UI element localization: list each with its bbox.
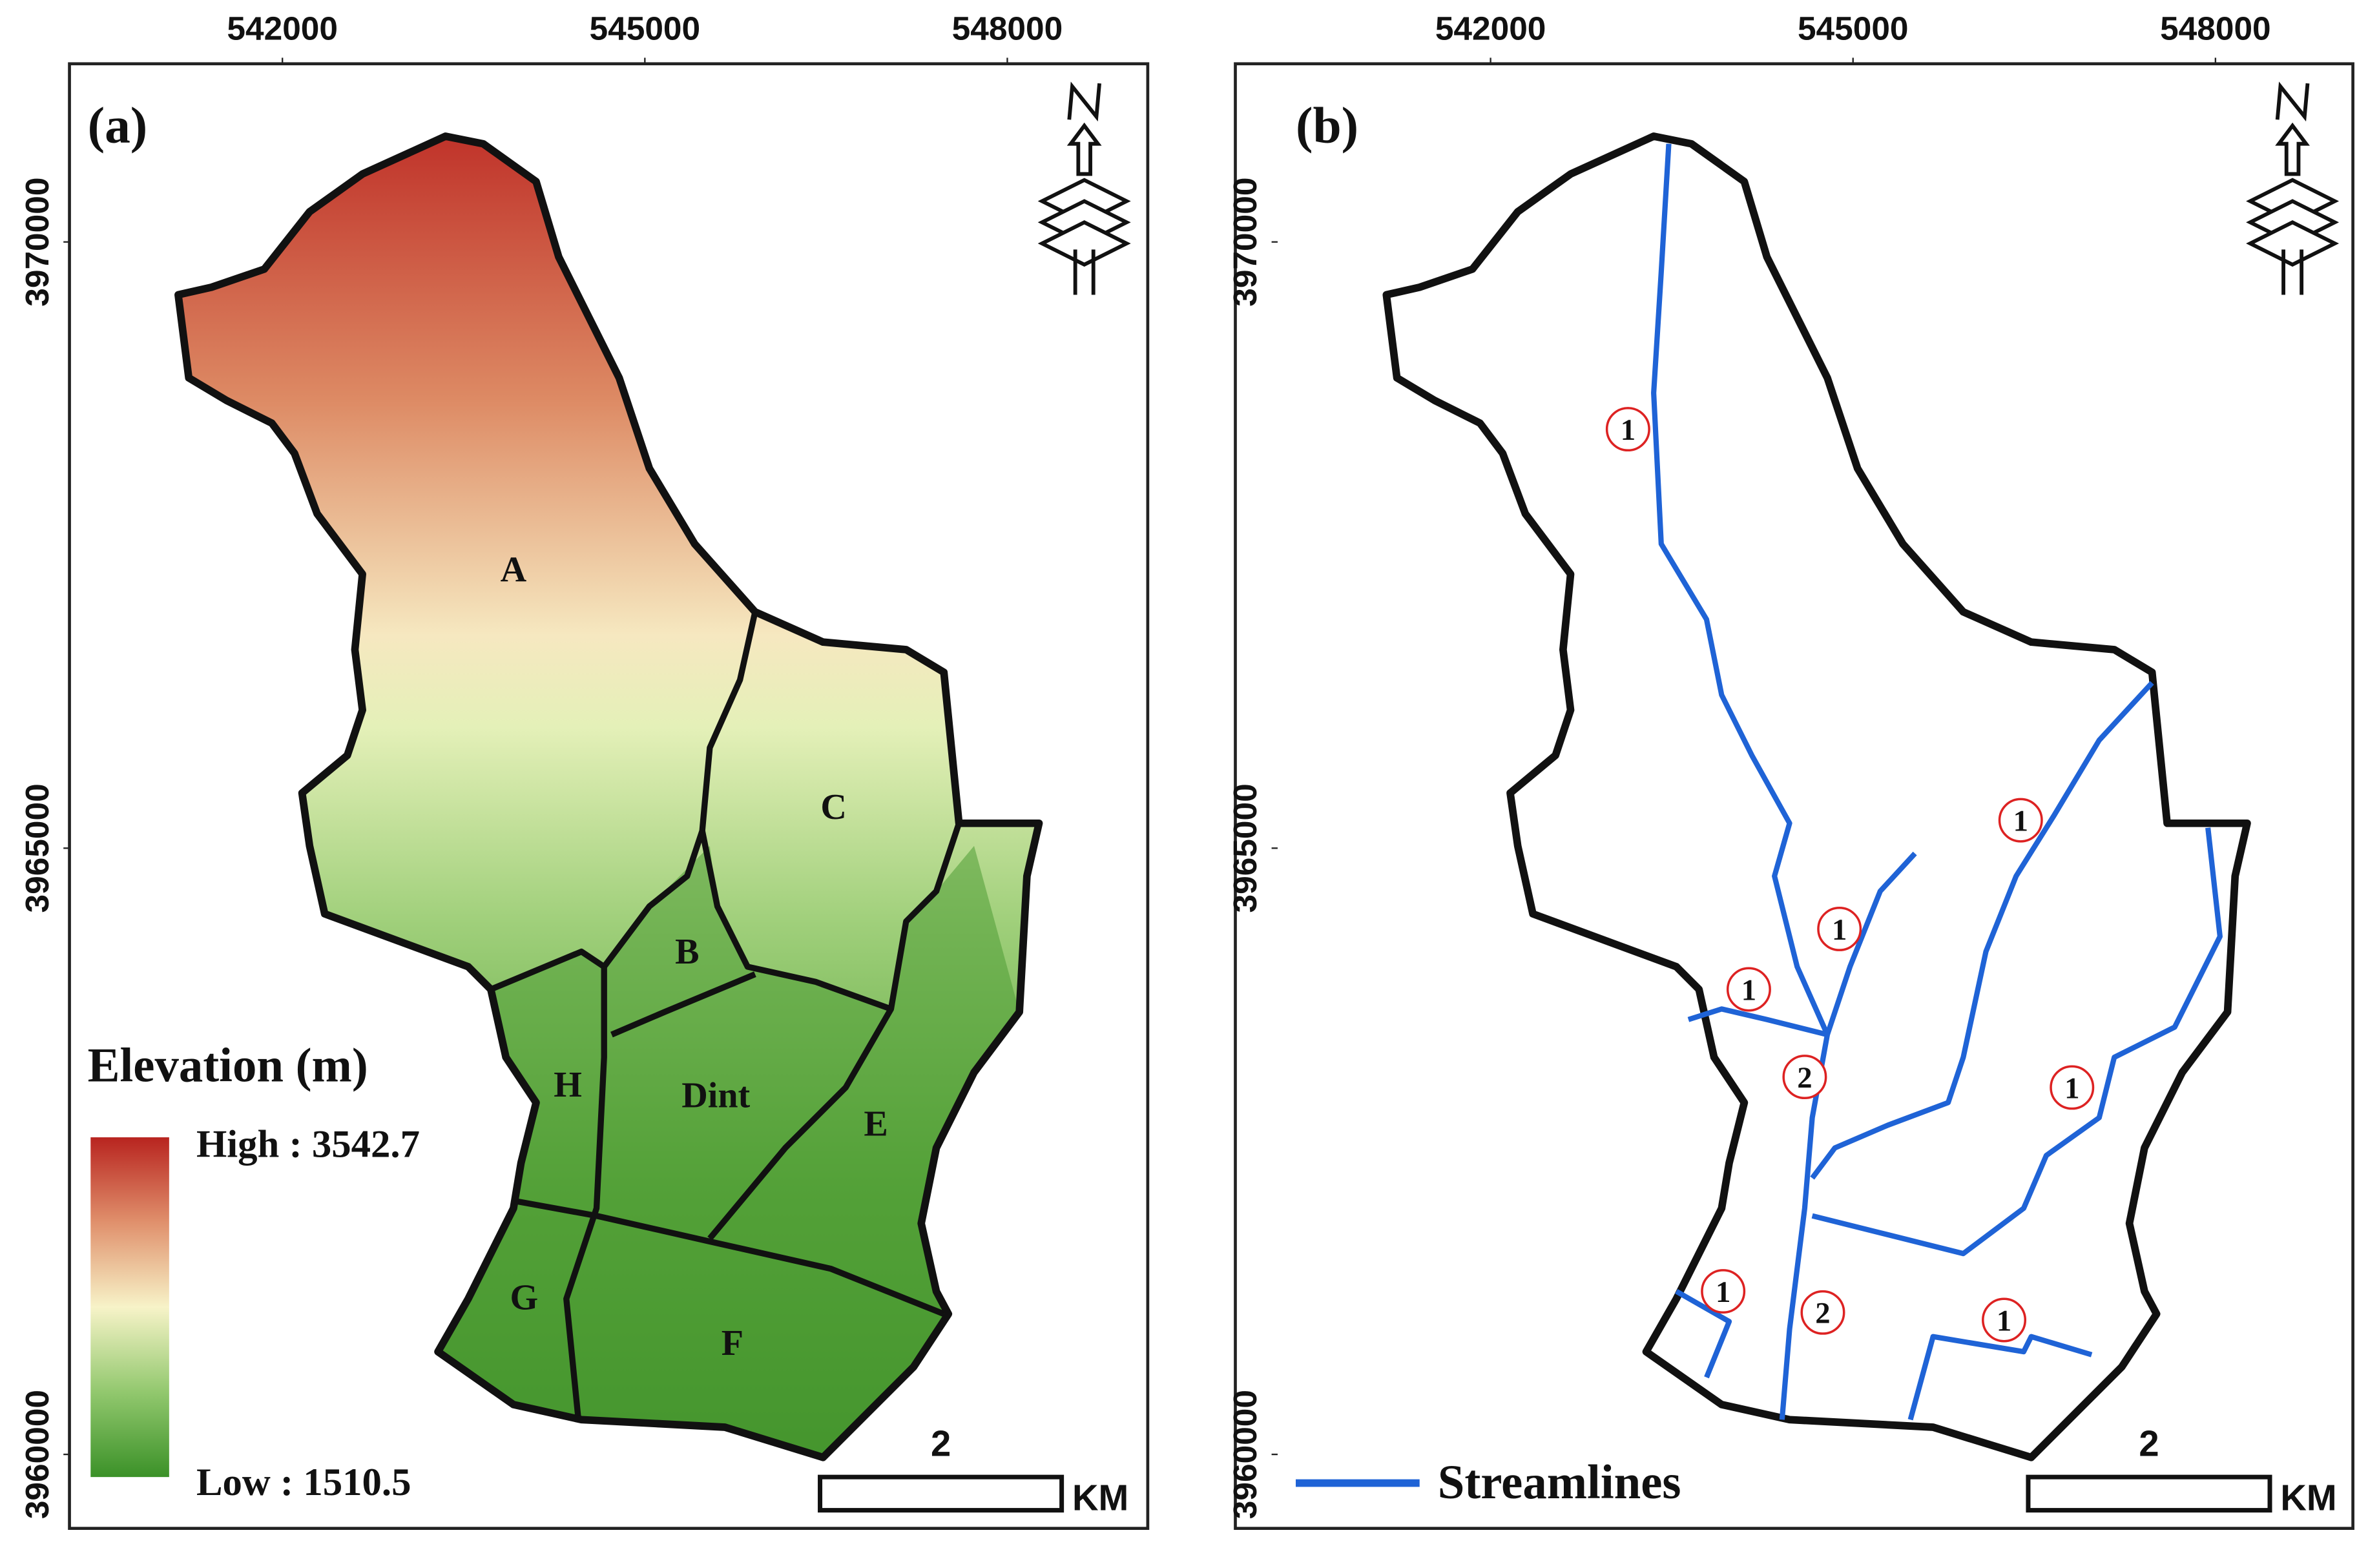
x-tick-label: 545000 xyxy=(590,9,701,46)
stream-order: 1 xyxy=(1741,973,1756,1007)
y-tick-label: 3960000 xyxy=(1226,1390,1263,1519)
x-tick-label: 548000 xyxy=(952,9,1063,46)
y-tick-label: 3970000 xyxy=(18,178,56,307)
subbasin-label: E xyxy=(864,1104,888,1144)
legend-title: Streamlines xyxy=(1438,1456,1681,1509)
streamline xyxy=(1825,851,1917,1036)
x-tick-label: 542000 xyxy=(1435,9,1546,46)
order-marker xyxy=(1782,1055,1827,1100)
north-arrow xyxy=(2246,81,2340,295)
order-marker xyxy=(1701,1269,1746,1314)
watershed-outline xyxy=(174,132,1043,1461)
layer xyxy=(1037,220,1131,267)
stream-order: 1 xyxy=(1997,1304,2011,1337)
panel-frame xyxy=(68,62,1150,1530)
north-arrow xyxy=(1037,81,1131,295)
order-marker xyxy=(1817,906,1862,951)
subbasin-boundary xyxy=(707,822,962,1241)
stream-order: 1 xyxy=(1621,413,1636,447)
stream-order: 2 xyxy=(1797,1061,1812,1095)
subbasin-boundary xyxy=(699,830,893,1012)
scale-distance: 2 xyxy=(2139,1423,2159,1463)
streamline xyxy=(1811,827,2223,1257)
arrow xyxy=(2275,122,2310,176)
subbasin-label: H xyxy=(554,1065,582,1105)
arrow xyxy=(1066,122,1102,176)
order-marker xyxy=(2050,1065,2095,1110)
panel-label: (b) xyxy=(1296,97,1358,154)
scale-bar xyxy=(2026,1474,2272,1513)
scale-unit: KM xyxy=(2280,1478,2336,1518)
order-marker xyxy=(1605,407,1650,452)
subbasin-label: B xyxy=(675,932,699,972)
stream-order: 1 xyxy=(2064,1071,2079,1105)
layer xyxy=(2246,220,2340,267)
subbasin-boundary xyxy=(610,971,756,1038)
subbasin-label: G xyxy=(510,1278,538,1318)
subbasin-boundary xyxy=(490,611,758,993)
scale-unit: KM xyxy=(1072,1478,1128,1518)
subbasin-boundary xyxy=(513,1197,945,1317)
north-n xyxy=(1067,81,1101,122)
north-n xyxy=(2275,81,2310,122)
panel-label: (a) xyxy=(88,97,148,154)
x-tick-label: 548000 xyxy=(2160,9,2271,46)
subbasin-label: F xyxy=(722,1323,743,1363)
scale-distance: 2 xyxy=(931,1423,951,1463)
streamline xyxy=(1687,1006,1828,1038)
lower-subbasins xyxy=(438,845,1020,1458)
stream-order: 1 xyxy=(2013,804,2028,838)
stream-order: 1 xyxy=(1832,913,1847,947)
subbasin-label: Dint xyxy=(681,1075,750,1115)
x-tick-label: 542000 xyxy=(227,9,338,46)
legend-low: Low : 1510.5 xyxy=(196,1461,411,1504)
order-marker xyxy=(1800,1290,1845,1335)
order-marker xyxy=(1982,1297,2027,1343)
stream-order: 2 xyxy=(1815,1297,1830,1330)
streamline xyxy=(1651,143,1831,1420)
order-marker xyxy=(1726,967,1771,1012)
streamline xyxy=(1810,681,2154,1180)
scale-bar xyxy=(818,1474,1065,1513)
legend-high: High : 3542.7 xyxy=(196,1122,420,1166)
x-tick-label: 545000 xyxy=(1798,9,1909,46)
streamline xyxy=(1907,1334,2093,1421)
streamline xyxy=(1675,1289,1732,1379)
legend-ramp xyxy=(90,1137,169,1478)
y-tick-label: 3965000 xyxy=(18,783,56,913)
legend-title: Elevation (m) xyxy=(88,1039,368,1093)
y-tick-label: 3970000 xyxy=(1226,178,1263,307)
y-tick-label: 3960000 xyxy=(18,1390,56,1519)
panel-frame xyxy=(1234,62,2354,1530)
subbasin-label: C xyxy=(820,787,847,827)
stem xyxy=(1073,249,1096,295)
watershed-outline xyxy=(1382,132,2251,1461)
subbasin-label: A xyxy=(501,550,527,590)
order-marker xyxy=(1998,798,2043,843)
stem xyxy=(2281,249,2304,295)
subbasin-boundary xyxy=(563,966,607,1420)
stream-order: 1 xyxy=(1716,1275,1730,1309)
y-tick-label: 3965000 xyxy=(1226,783,1263,913)
